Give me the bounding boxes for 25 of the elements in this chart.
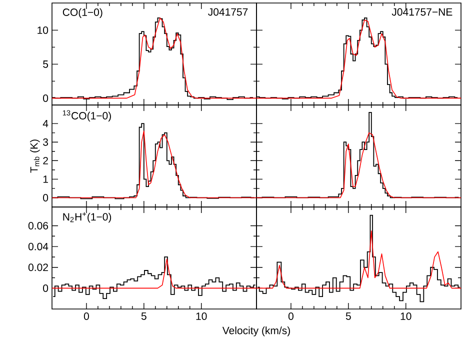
x-tick-label: 5 (346, 312, 351, 320)
x-tick-label: 10 (400, 312, 412, 320)
y-tick-label: 4 (42, 120, 48, 128)
chart-title: J041757 (208, 8, 248, 16)
x-tick-label: 10 (196, 312, 207, 320)
y-tick-label: 0.06 (28, 222, 48, 230)
x-tick-label: 0 (288, 312, 294, 320)
x-axis-title: Velocity (km/s) (222, 326, 290, 336)
annotation: CO(1−0) (62, 8, 102, 18)
y-tick-label: 5 (43, 60, 48, 68)
y-tick-label: 10 (38, 26, 48, 34)
y-tick-label: 0 (43, 94, 48, 102)
x-tick-label: 0 (84, 312, 89, 320)
y-tick-label: 2 (43, 156, 48, 164)
chart-title: J041757−NE (392, 8, 452, 16)
y-tick-label: 3 (43, 138, 48, 146)
annotation: $^{13}$CO(1−0) (62, 110, 111, 122)
y-tick-label: 0 (43, 194, 48, 202)
annotation: N$_{2}$H$^{+}$(1−0) (63, 212, 112, 223)
y-tick-label: 0.04 (28, 242, 48, 250)
x-tick-label: 5 (141, 312, 146, 320)
y-axis-title: T$_{mb}$ (K) (30, 140, 40, 173)
y-tick-label: 1 (43, 176, 48, 183)
y-tick-label: 0.02 (28, 264, 48, 272)
y-tick-label: 0 (43, 284, 48, 292)
